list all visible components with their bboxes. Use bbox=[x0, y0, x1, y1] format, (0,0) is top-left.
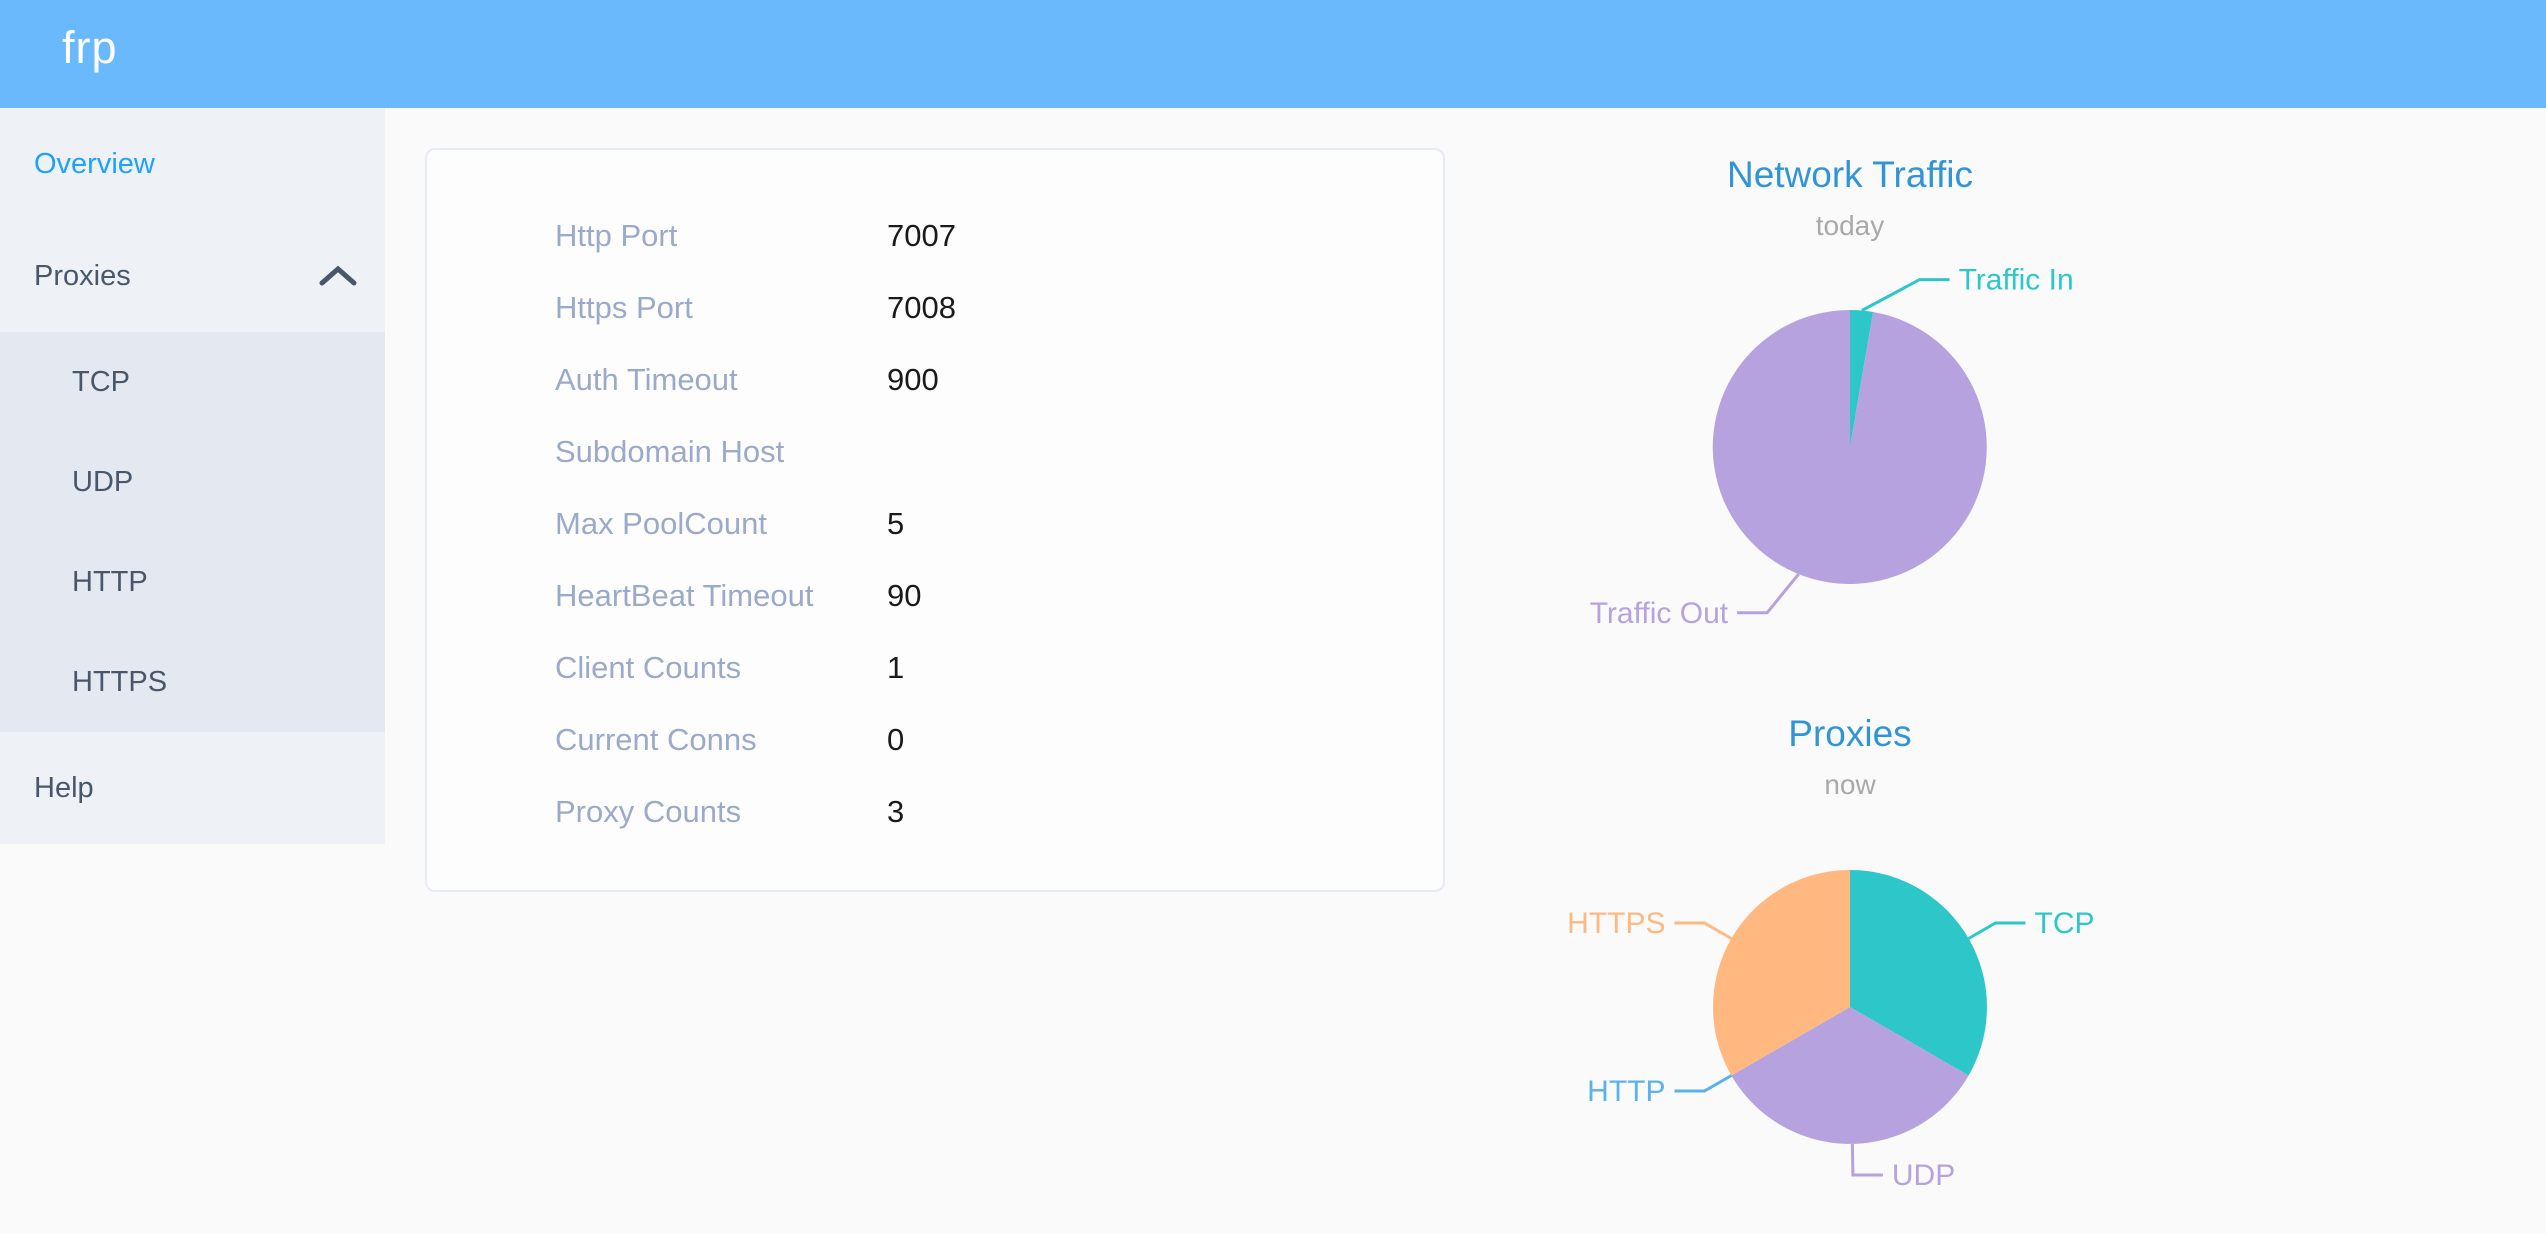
sidebar-item-https[interactable]: HTTPS bbox=[0, 632, 385, 732]
config-value: 7007 bbox=[887, 218, 956, 253]
config-label: Client Counts bbox=[555, 650, 742, 685]
pie-slice-tcp[interactable] bbox=[1850, 870, 1987, 1076]
pie-label-https: HTTPS bbox=[1567, 907, 1665, 940]
config-value: 3 bbox=[887, 794, 905, 829]
sidebar-item-udp[interactable]: UDP bbox=[0, 432, 385, 532]
chart-title: Network Traffic bbox=[1726, 154, 1974, 195]
pie-label-udp: UDP bbox=[1892, 1159, 1955, 1192]
sidebar-item-label: HTTP bbox=[72, 566, 148, 598]
sidebar-item-tcp[interactable]: TCP bbox=[0, 332, 385, 432]
sidebar-item-overview[interactable]: Overview bbox=[0, 108, 385, 220]
pie-slice-udp[interactable] bbox=[1731, 1007, 1969, 1144]
config-label: Http Port bbox=[555, 218, 678, 253]
pie-leader-line-traffic-out bbox=[1737, 573, 1800, 615]
sidebar-submenu-proxies: TCP UDP HTTP HTTPS bbox=[0, 332, 385, 732]
config-value: 5 bbox=[887, 506, 905, 541]
config-row: Http Port 7007 bbox=[427, 200, 1443, 272]
config-label: HeartBeat Timeout bbox=[555, 578, 814, 613]
config-value: 900 bbox=[887, 362, 939, 397]
pie-leader-line-https bbox=[1674, 921, 1733, 940]
proxies-chart: TCP UDP HTTP HTTPS Proxies now bbox=[1465, 690, 2235, 1234]
config-label: Auth Timeout bbox=[555, 362, 738, 397]
sidebar-item-help[interactable]: Help bbox=[0, 732, 385, 844]
config-row: Max PoolCount 5 bbox=[427, 488, 1443, 560]
network-traffic-pie[interactable]: Traffic In Traffic Out bbox=[1465, 140, 2235, 690]
sidebar-item-label: TCP bbox=[72, 366, 130, 398]
sidebar-menu: Overview Proxies TCP UDP HTTP bbox=[0, 108, 385, 844]
pie-leader-line-http bbox=[1674, 1074, 1733, 1093]
proxies-pie[interactable]: TCP UDP HTTP HTTPS bbox=[1465, 690, 2235, 1234]
pie-slice-traffic-out[interactable] bbox=[1712, 309, 1987, 584]
config-label: Max PoolCount bbox=[555, 506, 767, 541]
sidebar-item-label: Help bbox=[34, 772, 94, 804]
app-header: frp bbox=[0, 0, 2546, 108]
config-label: Proxy Counts bbox=[555, 794, 742, 829]
pie-label-traffic-out: Traffic Out bbox=[1590, 597, 1729, 630]
main-content: Http Port 7007 Https Port 7008 Auth Time… bbox=[385, 108, 2546, 1234]
config-row: Subdomain Host bbox=[427, 416, 1443, 488]
sidebar: Overview Proxies TCP UDP HTTP bbox=[0, 108, 385, 1234]
pie-slice-traffic-in[interactable] bbox=[1850, 310, 1874, 447]
page-layout: Overview Proxies TCP UDP HTTP bbox=[0, 108, 2546, 1234]
sidebar-item-label: HTTPS bbox=[72, 666, 168, 698]
config-label: Current Conns bbox=[555, 722, 757, 757]
chart-subtitle: now bbox=[1824, 769, 1876, 800]
config-row: HeartBeat Timeout 90 bbox=[427, 560, 1443, 632]
sidebar-item-proxies[interactable]: Proxies bbox=[0, 220, 385, 332]
config-label: Subdomain Host bbox=[555, 434, 785, 469]
config-value: 1 bbox=[887, 650, 905, 685]
sidebar-item-label: Overview bbox=[34, 148, 155, 180]
config-row: Proxy Counts 3 bbox=[427, 776, 1443, 848]
config-value: 0 bbox=[887, 722, 905, 757]
sidebar-item-http[interactable]: HTTP bbox=[0, 532, 385, 632]
pie-leader-line-tcp bbox=[1967, 921, 2026, 940]
config-row: Https Port 7008 bbox=[427, 272, 1443, 344]
config-value: 90 bbox=[887, 578, 922, 613]
app-logo: frp bbox=[62, 22, 118, 73]
pie-label-http: HTTP bbox=[1587, 1075, 1665, 1108]
config-row: Auth Timeout 900 bbox=[427, 344, 1443, 416]
config-label: Https Port bbox=[555, 290, 693, 325]
pie-leader-line-traffic-in bbox=[1861, 278, 1950, 312]
sidebar-item-label: UDP bbox=[72, 466, 134, 498]
pie-leader-line-udp bbox=[1850, 1143, 1883, 1177]
chart-title: Proxies bbox=[1788, 713, 1912, 754]
pie-label-tcp: TCP bbox=[2035, 907, 2095, 940]
pie-slice-https[interactable] bbox=[1713, 870, 1850, 1076]
config-value: 7008 bbox=[887, 290, 956, 325]
chart-subtitle: today bbox=[1815, 210, 1885, 241]
sidebar-item-label: Proxies bbox=[34, 260, 131, 292]
server-info-card: Http Port 7007 Https Port 7008 Auth Time… bbox=[425, 148, 1445, 892]
pie-label-traffic-in: Traffic In bbox=[1959, 264, 2074, 297]
config-row: Current Conns 0 bbox=[427, 704, 1443, 776]
chevron-up-icon bbox=[319, 265, 357, 287]
network-traffic-chart: Traffic In Traffic Out Network Traffic to… bbox=[1465, 140, 2235, 690]
config-row: Client Counts 1 bbox=[427, 632, 1443, 704]
